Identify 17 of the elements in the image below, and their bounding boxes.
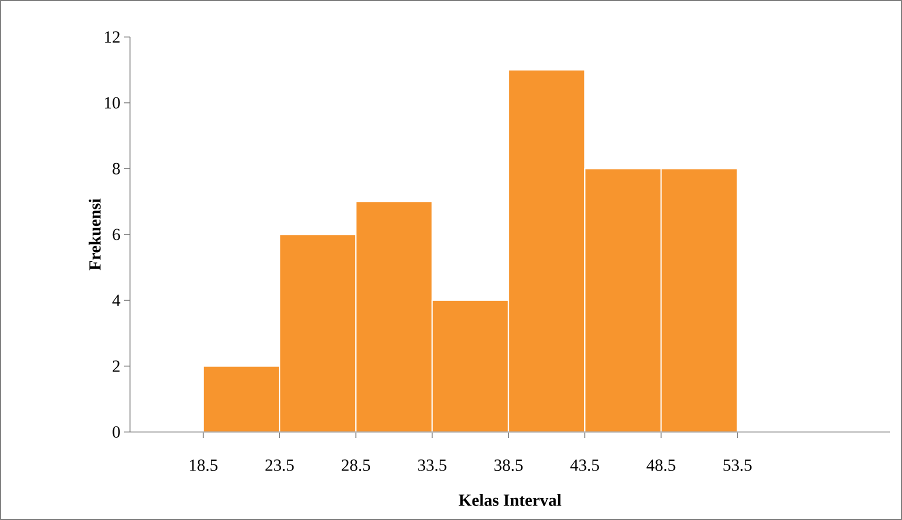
x-tick-label: 18.5 [190,460,218,472]
y-tick-label: 8 [112,162,120,174]
y-tick-label: 6 [112,228,120,240]
x-tick-label: 28.5 [342,460,370,472]
x-tick-label: 38.5 [494,460,523,472]
y-tick-label: 2 [112,360,120,372]
y-tick-label: 0 [112,426,120,438]
y-tick-label: 12 [105,31,120,43]
y-tick-label: 10 [105,97,120,109]
y-axis-title: Frekuensi [88,198,101,270]
y-tick-label: 4 [112,294,120,306]
x-axis-title: Kelas Interval [458,494,562,506]
x-tick-label: 43.5 [570,460,599,471]
x-tick-label: 53.5 [724,460,752,471]
x-tick-label: 33.5 [418,460,446,471]
x-tick-label: 48.5 [646,460,676,472]
x-tick-label: 23.5 [266,460,294,471]
